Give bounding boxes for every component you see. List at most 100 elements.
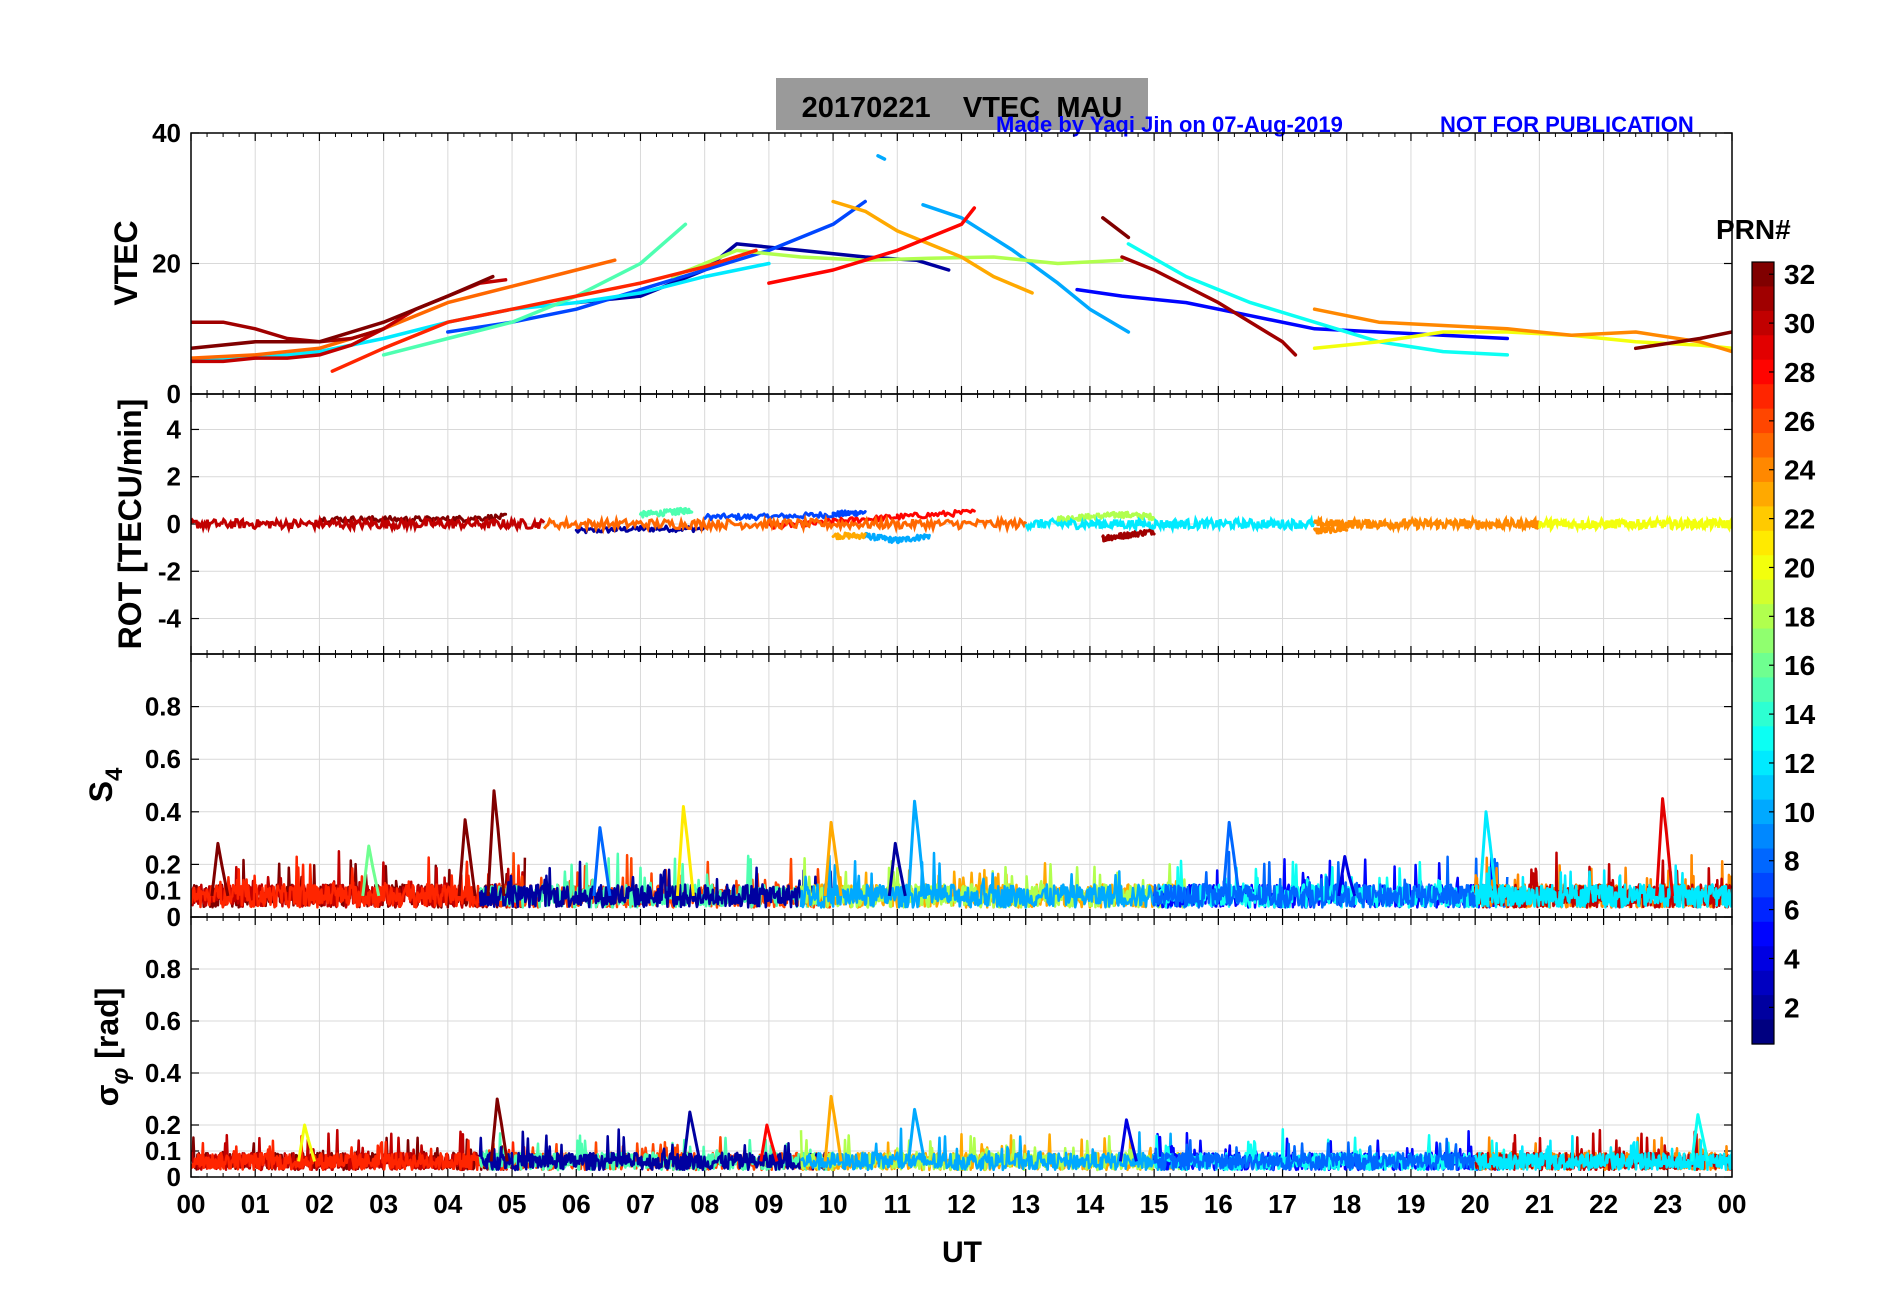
x-tick-label: 10	[819, 1189, 848, 1219]
x-tick-label: 00	[177, 1189, 206, 1219]
series-prn-27	[191, 1134, 527, 1172]
x-tick-label: 21	[1525, 1189, 1554, 1219]
peak-prn-23	[823, 1094, 843, 1162]
peak-prn-2	[682, 1110, 702, 1162]
ylabel-sigma-phi: σφ [rad]	[89, 988, 134, 1107]
yticks-s4: 00.10.2 0.4 0.6 0.8	[145, 692, 182, 932]
yticks-sigma-phi: 00.10.2 0.4 0.6 0.8	[145, 954, 182, 1192]
colorbar-tick-label: 24	[1784, 455, 1816, 486]
colorbar-cell-17	[1752, 628, 1774, 654]
peak-prn-32	[457, 818, 477, 897]
series-prn-31	[191, 320, 386, 344]
colorbar-tick-label: 2	[1784, 992, 1800, 1023]
peak-prn-32	[210, 841, 230, 897]
y-tick-label: 0.4	[145, 1058, 182, 1088]
colorbar-tick-label: 6	[1784, 895, 1800, 926]
panel-sigma-phi: 00.10.2 0.4 0.6 0.8 σφ [rad]	[89, 916, 1733, 1192]
series-prn-25-baseline	[542, 513, 1028, 535]
frame-sigma-phi	[190, 916, 1733, 1178]
y-tick-label: 4	[167, 414, 182, 444]
series-prn-18	[1056, 510, 1156, 524]
series-prn-27	[191, 855, 527, 909]
x-tick-label: 00	[1718, 1189, 1747, 1219]
series-prn-25	[191, 258, 617, 360]
colorbar-cell-28	[1752, 359, 1774, 385]
x-tick-label: 18	[1332, 1189, 1361, 1219]
series-prn-10	[863, 531, 931, 545]
colorbar-cell-13	[1752, 726, 1774, 752]
colorbar-cell-10	[1752, 799, 1774, 825]
colorbar-tick-label: 26	[1784, 406, 1815, 437]
colorbar-tick-label: 16	[1784, 650, 1815, 681]
yticks-vtec: 0 20 40	[152, 118, 181, 409]
colorbar-cell-9	[1752, 824, 1774, 850]
series-prn-23	[831, 199, 1034, 295]
colorbar-cell-12	[1752, 750, 1774, 776]
colorbar-cell-1	[1752, 1019, 1774, 1045]
y-tick-label: 0.1	[145, 1136, 181, 1166]
y-tick-label: 0	[167, 509, 181, 539]
x-tick-label: 19	[1396, 1189, 1425, 1219]
y-tick-label: 0	[167, 379, 181, 409]
colorbar-cell-19	[1752, 579, 1774, 605]
grid-s4	[190, 654, 1733, 918]
series-prn-15	[381, 222, 688, 357]
x-tick-label: 01	[241, 1189, 270, 1219]
series-prn-23	[831, 531, 867, 541]
x-axis-label: UT	[942, 1236, 982, 1269]
series-sigma-phi	[191, 1094, 1732, 1172]
series-prn-28	[767, 206, 977, 285]
peak-prn-2	[887, 841, 907, 897]
colorbar-label: PRN#	[1716, 214, 1791, 245]
x-tick-label: 12	[947, 1189, 976, 1219]
colorbar-cell-23	[1752, 481, 1774, 507]
series-prn-15	[639, 506, 694, 519]
series-prn-7	[446, 199, 867, 334]
series-prn-12	[1474, 864, 1732, 909]
colorbar-cell-31	[1752, 286, 1774, 312]
series-prn-24-baseline	[1313, 514, 1541, 534]
peak-prn-23	[823, 820, 843, 897]
series-prn-31	[1101, 527, 1156, 543]
colorbar-tick-label: 32	[1784, 259, 1815, 290]
y-tick-label: -4	[158, 604, 182, 634]
series-prn-20-baseline	[1537, 514, 1732, 534]
x-tick-label: 14	[1075, 1189, 1104, 1219]
series-prn-32	[191, 274, 495, 351]
panel-vtec: 0 20 40 VTEC	[108, 118, 1733, 409]
y-tick-label: 0.6	[145, 744, 181, 774]
y-tick-label: -2	[158, 556, 181, 586]
colorbar-cell-3	[1752, 970, 1774, 996]
colorbar-cell-20	[1752, 555, 1774, 581]
peak-prn-16	[361, 844, 381, 897]
colorbar-cell-30	[1752, 310, 1774, 336]
series-prn-12	[1474, 1134, 1732, 1172]
series-prn-30-baseline	[191, 514, 546, 534]
x-tick-label: 08	[690, 1189, 719, 1219]
colorbar-tick-label: 30	[1784, 308, 1815, 339]
y-tick-label: 0.2	[145, 849, 181, 879]
colorbar-cell-27	[1752, 384, 1774, 410]
y-tick-label: 0.4	[145, 797, 182, 827]
ylabel-s4: S4	[83, 767, 128, 802]
y-tick-label: 0	[167, 902, 181, 932]
y-tick-label: 0.2	[145, 1110, 181, 1140]
series-prn-7	[703, 509, 867, 522]
colorbar-tick-label: 20	[1784, 552, 1815, 583]
peak-prn-21	[675, 805, 695, 897]
x-tick-label: 11	[884, 1189, 912, 1219]
y-tick-label: 40	[152, 118, 181, 148]
y-tick-label: 2	[167, 462, 181, 492]
colorbar-cell-2	[1752, 995, 1774, 1021]
ylabel-rot: ROT [TECU/min]	[112, 399, 148, 650]
peak-prn-12	[1478, 810, 1498, 897]
chart-title: 20170221 VTEC MAU	[802, 92, 1123, 124]
panel-s4: 00.10.2 0.4 0.6 0.8 S4	[83, 653, 1733, 932]
colorbar-tick-label: 4	[1784, 943, 1800, 974]
peak-prn-4	[1118, 1118, 1138, 1162]
x-tick-label: 22	[1589, 1189, 1618, 1219]
x-tick-label: 23	[1653, 1189, 1682, 1219]
